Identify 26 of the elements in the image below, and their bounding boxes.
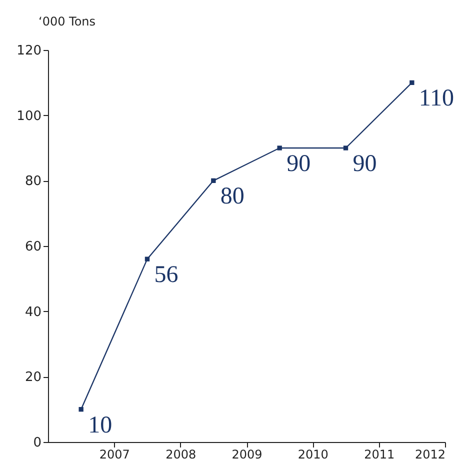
y-tick-label: 40	[24, 304, 42, 320]
x-tick-label: 2008	[166, 448, 196, 462]
y-tick-label: 60	[24, 240, 42, 254]
data-label: 110	[418, 86, 454, 112]
x-tick-label: 2007	[99, 448, 130, 462]
data-label: 90	[286, 151, 311, 177]
point	[211, 178, 216, 184]
data-label: 80	[220, 184, 244, 210]
data-label: 56	[154, 262, 178, 288]
y-tick-label: 0	[33, 436, 42, 450]
x-tick-label: 2011	[364, 448, 395, 462]
point	[410, 80, 414, 86]
x-tick-label: 2010	[298, 448, 328, 462]
point	[78, 406, 84, 412]
y-tick-label: 80	[24, 174, 42, 190]
x-tick-label: 2012	[414, 448, 446, 462]
point	[343, 146, 348, 150]
data-label: 10	[88, 412, 112, 438]
y-tick-label: 20	[24, 370, 42, 386]
data-label: 90	[352, 151, 377, 177]
y-tick-label: 120	[16, 44, 42, 58]
x-tick-label: 2009	[232, 448, 262, 462]
y-axis-title: ‘000 Tons	[38, 14, 96, 28]
y-tick-label: 100	[16, 108, 42, 124]
point	[277, 146, 282, 150]
point	[144, 256, 150, 262]
